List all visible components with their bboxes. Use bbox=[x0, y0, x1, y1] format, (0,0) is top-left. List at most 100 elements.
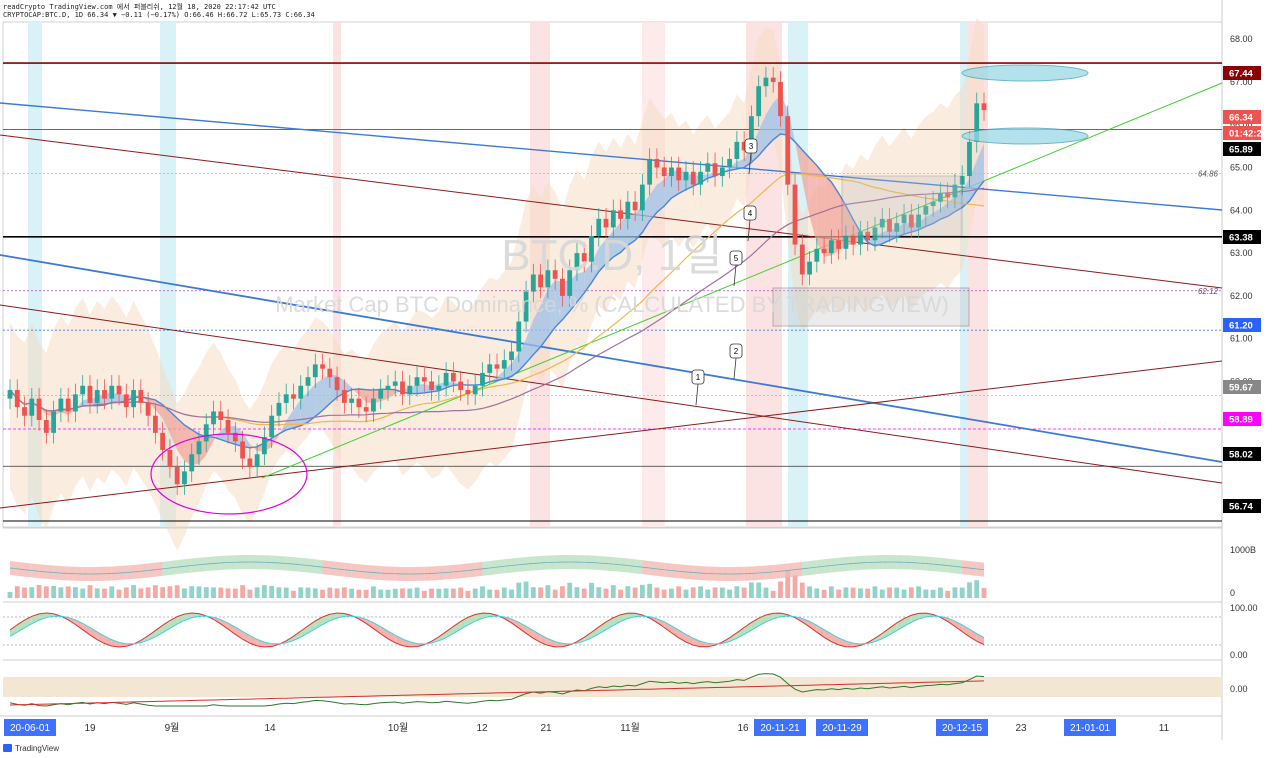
volume-bar bbox=[683, 589, 689, 598]
volume-bar bbox=[29, 587, 35, 598]
candle-body bbox=[327, 368, 333, 378]
volume-bar bbox=[58, 587, 64, 598]
candle-body bbox=[356, 398, 362, 408]
osc-fill bbox=[671, 625, 679, 638]
candle-body bbox=[741, 141, 747, 151]
volume-bar bbox=[138, 588, 144, 598]
volume-bar bbox=[850, 587, 856, 598]
candle-body bbox=[632, 201, 638, 211]
x-tick-highlight bbox=[936, 719, 988, 736]
volume-bar bbox=[967, 582, 972, 598]
bottom-circle bbox=[150, 433, 308, 515]
candle-body bbox=[400, 381, 405, 395]
candle-body bbox=[421, 377, 427, 382]
candle-body bbox=[879, 218, 885, 228]
candle-body bbox=[494, 364, 500, 369]
ma-ribbon bbox=[271, 433, 279, 447]
volume-bar bbox=[879, 589, 885, 598]
volume-bar bbox=[414, 587, 420, 598]
volume-bar bbox=[22, 587, 27, 598]
osc-fill bbox=[773, 613, 781, 619]
candle-body bbox=[545, 270, 551, 288]
ma-ribbon bbox=[816, 165, 825, 257]
candle-body bbox=[152, 415, 158, 433]
osc-fill bbox=[947, 618, 955, 627]
consolidation-box bbox=[841, 175, 963, 237]
candle-body bbox=[712, 163, 718, 177]
osc-fill bbox=[838, 637, 846, 647]
trend-line bbox=[0, 254, 1223, 463]
osc-fill bbox=[555, 641, 563, 647]
osc-fill bbox=[308, 620, 316, 634]
volume-bar bbox=[930, 589, 936, 598]
candle-body bbox=[80, 385, 86, 395]
candle-body bbox=[407, 385, 413, 395]
candle-body bbox=[7, 390, 13, 399]
trend-line bbox=[0, 102, 1223, 211]
candle-body bbox=[305, 377, 311, 386]
osc-fill bbox=[511, 619, 519, 629]
volume-bar bbox=[669, 588, 674, 598]
x-tick-label: 21-01-01 bbox=[1070, 723, 1110, 734]
x-tick-label: 11 bbox=[1159, 723, 1170, 734]
candle-body bbox=[647, 158, 653, 185]
osc-fill bbox=[664, 621, 672, 633]
candle-body bbox=[320, 364, 325, 369]
volume-bar bbox=[443, 588, 449, 598]
volume-bar bbox=[581, 588, 587, 598]
volume-bar bbox=[698, 586, 703, 598]
ma-ribbon bbox=[293, 399, 301, 428]
osc-fill bbox=[446, 626, 454, 638]
ma-ribbon bbox=[925, 212, 934, 227]
candle-body bbox=[530, 274, 536, 292]
callout-pointer bbox=[695, 383, 699, 406]
volume-bar bbox=[865, 588, 871, 598]
volume-bar bbox=[269, 586, 275, 598]
candle-body bbox=[392, 381, 398, 386]
volume-bar bbox=[94, 588, 100, 598]
volume-bar bbox=[814, 588, 820, 598]
candle-body bbox=[872, 227, 878, 241]
volume-bar bbox=[356, 589, 362, 598]
osc-fill bbox=[82, 623, 90, 635]
volume-bar bbox=[916, 586, 921, 598]
ma-ribbon bbox=[656, 179, 665, 213]
candle-body bbox=[865, 231, 871, 241]
x-tick-label: 14 bbox=[264, 723, 276, 734]
candle-body bbox=[756, 86, 762, 117]
osc-fill bbox=[962, 624, 970, 637]
candle-body bbox=[807, 261, 812, 275]
candle-body bbox=[29, 398, 35, 416]
volume-bar bbox=[567, 582, 573, 598]
osc-fill bbox=[816, 625, 825, 638]
volume-bar bbox=[523, 581, 529, 598]
osc-fill bbox=[678, 630, 686, 643]
ma-ribbon bbox=[620, 215, 628, 253]
candle-body bbox=[174, 467, 180, 485]
x-tick-highlight bbox=[816, 719, 868, 736]
osc-axis-label: 0.00 bbox=[1230, 650, 1248, 660]
volume-bar bbox=[371, 586, 376, 598]
candle-body bbox=[349, 398, 355, 403]
ma-ribbon bbox=[896, 223, 905, 238]
ma-ribbon bbox=[729, 161, 737, 171]
volume-bar bbox=[487, 589, 493, 598]
volume-bar bbox=[254, 587, 260, 598]
candle-body bbox=[182, 471, 187, 485]
candle-body bbox=[596, 218, 602, 236]
osc-fill bbox=[228, 623, 236, 635]
candle-body bbox=[523, 291, 529, 322]
candle-body bbox=[901, 214, 907, 224]
y-tick-label: 62.00 bbox=[1230, 291, 1253, 301]
ma-ribbon bbox=[606, 230, 614, 264]
osc-fill bbox=[547, 638, 556, 647]
osc-fill bbox=[882, 628, 890, 639]
volume-bar bbox=[174, 585, 180, 598]
ma-ribbon bbox=[940, 202, 948, 220]
candle-body bbox=[254, 454, 260, 468]
volume-bar bbox=[887, 587, 892, 598]
osc-fill bbox=[845, 641, 854, 647]
candle-body bbox=[443, 372, 449, 386]
osc-fill bbox=[518, 622, 527, 634]
